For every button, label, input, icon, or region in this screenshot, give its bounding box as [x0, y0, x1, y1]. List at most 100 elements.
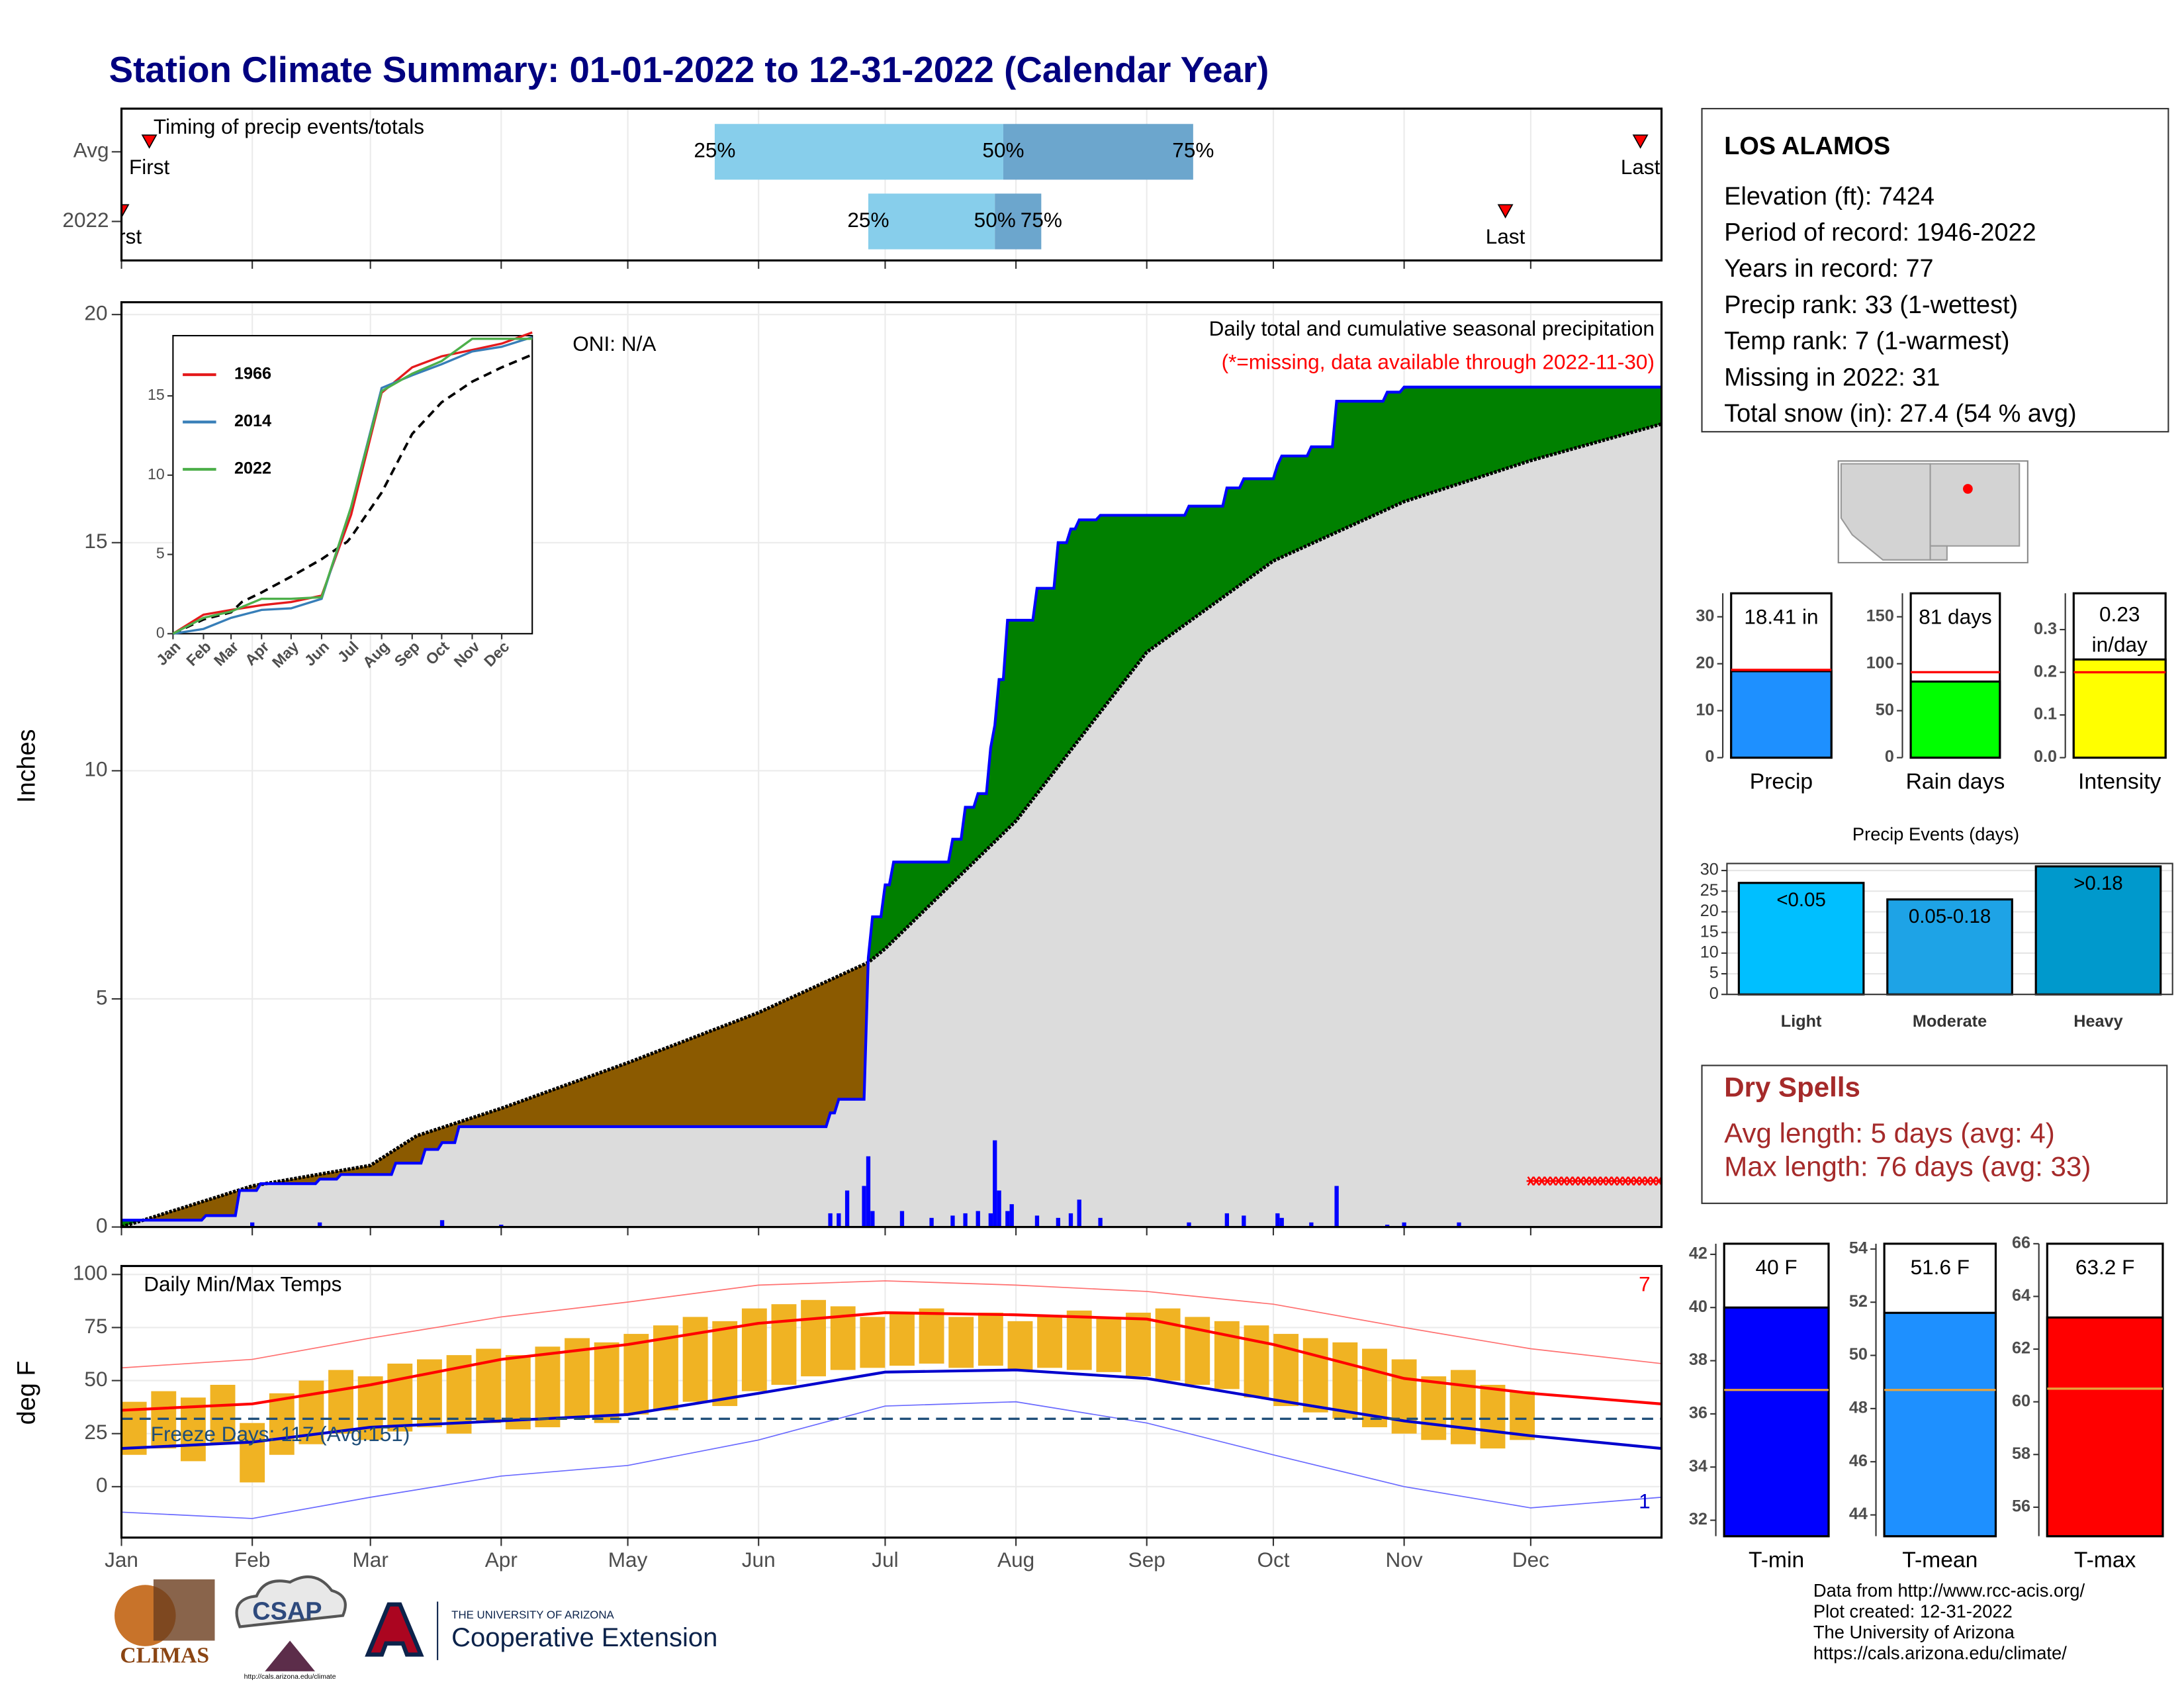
map-state: [1929, 463, 2021, 547]
station-name: LOS ALAMOS: [1724, 132, 1890, 160]
temp-bar: [623, 1334, 649, 1415]
text-line: Years in record: 77: [1724, 255, 1933, 283]
x-tick-label: Apr: [485, 1548, 518, 1571]
daily-bar: [439, 1220, 445, 1227]
x-tick-label: Jul: [872, 1548, 898, 1571]
y-tick-label: 44: [1849, 1505, 1868, 1523]
y-tick-label: 62: [2012, 1339, 2030, 1358]
quartile-box: [868, 193, 995, 250]
y-tick-label: 20: [84, 301, 107, 324]
daily-bar: [993, 1140, 997, 1227]
y-tick-label: 20: [1696, 653, 1714, 672]
y-axis-title: deg F: [13, 1361, 41, 1425]
x-tick-label: May: [608, 1548, 648, 1571]
quartile-label: 25%: [694, 138, 735, 162]
daily-bar: [866, 1156, 871, 1227]
missing-markers: [1526, 1176, 1662, 1186]
event-marker: [121, 204, 130, 218]
bar-label: Intensity: [2078, 769, 2161, 794]
temp-bar: [1332, 1342, 1358, 1419]
y-tick-label: 0.3: [2034, 620, 2057, 638]
y-tick-label: 54: [1849, 1239, 1868, 1258]
y-tick-label: 0.2: [2034, 662, 2057, 680]
bar: [1883, 1311, 1997, 1538]
y-tick-label: 5: [96, 985, 108, 1009]
y-tick-label: 0: [96, 1213, 108, 1237]
plot-area: [121, 385, 1662, 1227]
normal-line: [172, 353, 533, 635]
temp-bar: [1480, 1384, 1506, 1449]
x-tick-label: Jan: [105, 1548, 138, 1571]
logo-text: THE UNIVERSITY OF ARIZONA: [451, 1609, 614, 1621]
daily-bar: [1098, 1217, 1103, 1227]
daily-bar: [929, 1217, 934, 1227]
y-tick-label: 10: [84, 757, 107, 781]
bar: [2072, 658, 2167, 759]
dry-spells-title: Dry Spells: [1724, 1071, 1860, 1102]
daily-bar: [1309, 1222, 1314, 1227]
y-tick-label: 0: [1885, 747, 1894, 766]
bar-label: T-min: [1749, 1548, 1804, 1572]
legend-label: 2022: [234, 459, 271, 478]
threshold-label: >0.18: [2073, 872, 2123, 894]
climas-logo: [153, 1579, 215, 1641]
ua-logo: [365, 1602, 424, 1657]
y-tick-label: 0: [96, 1473, 108, 1497]
y-tick-label: 75: [84, 1314, 107, 1338]
text-line: Elevation (ft): 7424: [1724, 183, 1934, 211]
text-line: Period of record: 1946-2022: [1724, 218, 2036, 246]
y-tick-label: 150: [1866, 606, 1894, 625]
y-tick-label: 36: [1689, 1404, 1707, 1423]
x-tick-label: Dec: [1512, 1548, 1549, 1571]
y-tick-label: 5: [1709, 964, 1719, 982]
temp-bar: [1096, 1317, 1122, 1372]
footer-source: Data from http://www.rcc-acis.org/Plot c…: [1813, 1580, 2085, 1664]
daily-bar: [1402, 1222, 1406, 1227]
y-tick-label: 25: [84, 1420, 107, 1444]
y-tick-label: 20: [1700, 902, 1719, 920]
threshold-label: 0.05-0.18: [1909, 906, 1991, 927]
daily-bar: [1005, 1211, 1010, 1227]
daily-bar: [837, 1213, 841, 1227]
daily-bar: [1279, 1217, 1284, 1227]
text-line: https://cals.arizona.edu/climate/: [1813, 1643, 2067, 1664]
value-label: 18.41 in: [1744, 604, 1818, 628]
temp-bar: [978, 1313, 1003, 1366]
x-tick-label: Moderate: [1913, 1012, 1987, 1031]
y-axis-title: Inches: [13, 729, 41, 803]
temp-bar: [1450, 1370, 1476, 1444]
temp-bar: [801, 1299, 827, 1377]
record-max-line: [121, 1280, 1662, 1369]
daily-bar: [250, 1222, 255, 1227]
x-tick-label: Jun: [742, 1548, 776, 1571]
temp-bar: [505, 1355, 531, 1430]
panel-title: Daily Min/Max Temps: [144, 1272, 341, 1295]
event-label: Last: [1486, 224, 1525, 248]
y-tick-label: 25: [1700, 881, 1719, 900]
normal-max-line: [121, 1311, 1662, 1412]
record-high-count: 7: [1639, 1272, 1651, 1295]
value-label: 40 F: [1756, 1255, 1797, 1279]
y-tick-label: 38: [1689, 1350, 1707, 1369]
daily-bar: [870, 1211, 875, 1227]
logo-text: CSAP: [252, 1597, 322, 1625]
daily-bar: [1242, 1215, 1246, 1227]
temp-bar: [1244, 1325, 1269, 1398]
record-min-line: [121, 1401, 1662, 1519]
y-tick-label: 60: [2012, 1391, 2030, 1410]
daily-bar: [976, 1211, 980, 1227]
series-line: [172, 331, 533, 635]
bar-label: Precip: [1750, 769, 1813, 794]
y-tick-label: 56: [2012, 1497, 2030, 1516]
y-tick-label: 42: [1689, 1244, 1707, 1263]
quartile-label: 50%: [974, 208, 1016, 232]
row-label: 2022: [62, 208, 109, 232]
bar: [1909, 680, 2001, 759]
chart-note: Daily total and cumulative seasonal prec…: [1209, 316, 1655, 340]
missing-note: (*=missing, data available through 2022-…: [1222, 350, 1655, 373]
bar-label: T-max: [2074, 1548, 2136, 1572]
panel-frame: [120, 301, 1663, 1229]
temp-bar: [1155, 1308, 1181, 1381]
plot-area: [121, 1280, 1662, 1519]
